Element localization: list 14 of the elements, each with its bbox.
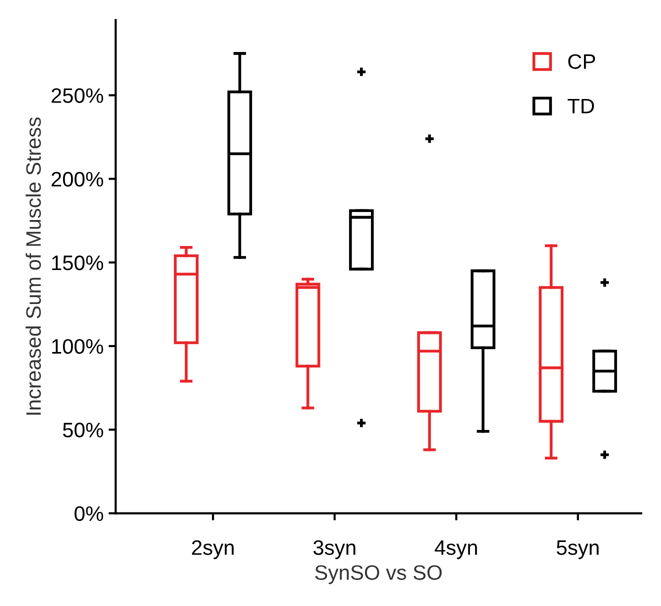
x-tick-label: 3syn bbox=[313, 540, 356, 560]
x-axis-title: SynSO vs SO bbox=[315, 565, 442, 584]
y-tick-label: 200% bbox=[52, 172, 104, 187]
y-axis-title: Increased Sum of Muscle Stress bbox=[26, 117, 41, 415]
y-tick-label: 0% bbox=[74, 506, 104, 522]
x-tick-label: 4syn bbox=[434, 540, 477, 560]
y-tick-label: 50% bbox=[63, 422, 104, 438]
legend-label: CP bbox=[568, 54, 596, 69]
y-tick-label: 150% bbox=[52, 255, 104, 270]
x-tick-label: 2syn bbox=[192, 540, 234, 560]
y-tick-label: 250% bbox=[52, 88, 104, 103]
legend-label: TD bbox=[568, 98, 594, 114]
x-tick-label: 5syn bbox=[556, 540, 599, 560]
y-tick-label: 100% bbox=[52, 339, 104, 354]
